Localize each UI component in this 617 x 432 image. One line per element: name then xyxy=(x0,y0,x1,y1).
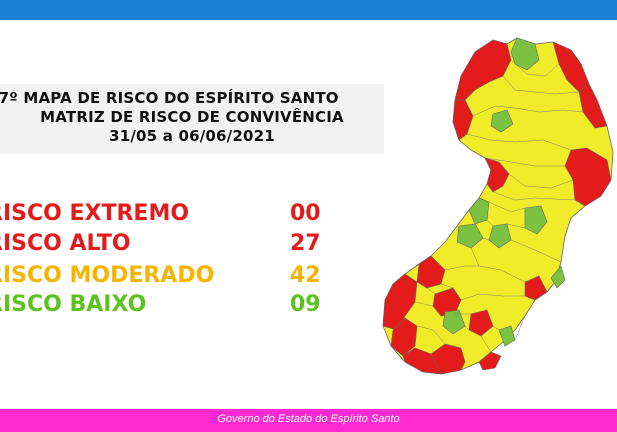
risk-row-moderado: RISCO MODERADO 42 xyxy=(0,261,340,291)
top-bar xyxy=(0,0,617,20)
risk-label: RISCO ALTO xyxy=(0,231,131,256)
risk-row-baixo: RISCO BAIXO 09 xyxy=(0,290,340,320)
risk-label: RISCO BAIXO xyxy=(0,292,147,317)
risk-row-extremo: RISCO EXTREMO 00 xyxy=(0,199,340,229)
regions-alto xyxy=(382,39,612,375)
risk-count: 27 xyxy=(290,231,321,256)
risk-count: 42 xyxy=(290,263,321,288)
risk-count: 09 xyxy=(290,292,321,317)
risk-row-alto: RISCO ALTO 27 xyxy=(0,229,340,259)
footer-bar xyxy=(0,409,617,432)
page-title: 37º MAPA DE RISCO DO ESPÍRITO SANTO xyxy=(0,89,339,107)
page-subtitle: MATRIZ DE RISCO DE CONVIVÊNCIA xyxy=(40,108,344,126)
risk-count: 00 xyxy=(290,201,321,226)
risk-label: RISCO EXTREMO xyxy=(0,201,190,226)
date-range: 31/05 a 06/06/2021 xyxy=(109,127,275,145)
title-box xyxy=(0,84,384,154)
espirito-santo-risk-map xyxy=(382,37,614,375)
footer-text: Governo do Estado do Espírito Santo xyxy=(217,413,400,425)
municipal-borders xyxy=(414,59,584,353)
risk-label: RISCO MODERADO xyxy=(0,263,215,288)
regions-baixo xyxy=(442,37,566,347)
